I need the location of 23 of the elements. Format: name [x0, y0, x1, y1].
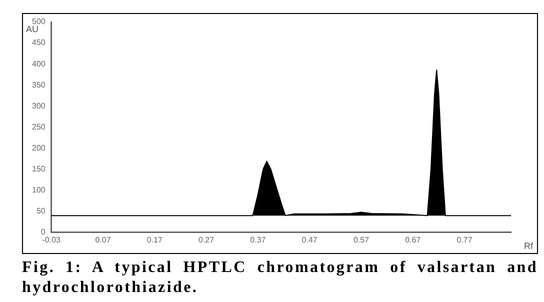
x-tick-label: 0.77: [456, 235, 473, 244]
y-tick-label: 100: [32, 186, 46, 195]
y-tick-label: 450: [32, 38, 46, 48]
x-tick-label: 0.07: [95, 235, 112, 244]
y-tick-label: 200: [32, 143, 46, 152]
y-tick-label: 50: [36, 206, 46, 216]
caption: Fig. 1: A typical HPTLC chromatogram of valsartan and hydrochlorothiazide.: [22, 258, 538, 298]
x-tick-label: 0.47: [302, 235, 318, 244]
x-tick-label: -0.03: [42, 235, 62, 244]
y-tick-label: 350: [32, 80, 46, 90]
y-tick-label: 0: [40, 228, 46, 237]
y-tick-label: 300: [32, 101, 46, 110]
y-tick-label: 250: [32, 122, 46, 132]
y-axis-title: AU: [26, 24, 39, 34]
y-tick-label: 150: [32, 164, 46, 174]
x-tick-label: 0.17: [146, 235, 163, 244]
x-tick-label: 0.37: [250, 235, 266, 244]
y-tick-label: 500: [32, 17, 46, 26]
x-tick-label: 0.67: [405, 235, 422, 244]
x-tick-label: 0.27: [198, 235, 215, 244]
x-axis-title: Rf: [524, 241, 534, 251]
x-tick-label: 0.57: [353, 235, 370, 244]
y-tick-label: 400: [32, 59, 46, 68]
